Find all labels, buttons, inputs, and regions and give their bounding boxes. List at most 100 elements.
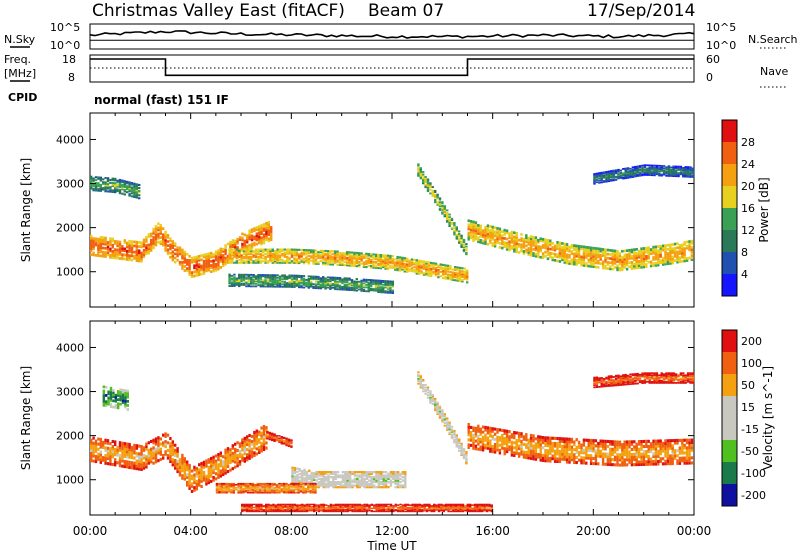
data-cell xyxy=(344,482,347,485)
data-cell xyxy=(636,169,639,172)
data-cell xyxy=(262,235,266,239)
data-cell xyxy=(152,441,155,445)
data-cell xyxy=(126,450,129,454)
data-cell xyxy=(403,258,406,261)
data-cell xyxy=(326,251,330,254)
data-cell xyxy=(312,276,315,279)
data-cell xyxy=(375,486,378,489)
data-cell xyxy=(334,285,337,288)
data-cell xyxy=(434,274,438,277)
data-cell xyxy=(619,169,623,172)
data-cell xyxy=(624,169,627,172)
data-cell xyxy=(230,282,234,285)
data-cell xyxy=(565,259,569,263)
data-cell xyxy=(283,251,286,254)
data-cell xyxy=(317,254,320,257)
data-cell xyxy=(633,264,636,268)
data-cell xyxy=(255,228,258,231)
data-cell xyxy=(605,178,608,181)
data-cell xyxy=(561,252,564,256)
data-cell xyxy=(654,253,658,257)
data-cell xyxy=(667,170,671,173)
data-cell xyxy=(358,484,361,487)
data-cell xyxy=(334,283,337,285)
data-cell xyxy=(288,250,291,253)
data-cell xyxy=(314,259,318,262)
data-cell xyxy=(116,445,119,449)
data-cell xyxy=(220,490,223,493)
data-cell xyxy=(270,238,273,242)
data-cell xyxy=(104,187,107,190)
data-cell xyxy=(493,242,497,246)
data-cell xyxy=(317,472,321,475)
data-cell xyxy=(431,403,434,405)
data-cell xyxy=(422,260,426,263)
data-cell xyxy=(124,397,127,401)
data-cell xyxy=(413,270,416,273)
data-cell xyxy=(380,476,383,479)
data-cell xyxy=(114,463,117,467)
data-cell xyxy=(327,486,330,489)
data-cell xyxy=(114,185,117,188)
data-cell xyxy=(336,256,339,259)
data-cell xyxy=(188,271,191,274)
data-cell xyxy=(130,246,134,249)
data-cell xyxy=(477,236,480,239)
data-cell xyxy=(463,275,466,278)
data-cell xyxy=(317,251,320,254)
data-cell xyxy=(298,253,301,256)
data-cell xyxy=(451,274,454,277)
data-cell xyxy=(434,408,437,410)
data-cell xyxy=(188,261,191,264)
data-cell xyxy=(346,278,349,281)
data-cell xyxy=(631,168,635,171)
data-cell xyxy=(403,263,406,266)
data-cell xyxy=(266,285,270,288)
data-cell xyxy=(278,489,281,492)
data-cell xyxy=(302,280,306,283)
data-cell xyxy=(634,169,637,171)
data-cell xyxy=(690,239,694,243)
data-cell xyxy=(621,260,624,263)
data-cell xyxy=(114,406,117,409)
data-cell xyxy=(660,165,663,167)
data-cell xyxy=(484,225,487,229)
data-cell xyxy=(261,489,264,492)
data-cell xyxy=(259,489,262,492)
data-cell xyxy=(372,280,375,283)
data-cell xyxy=(422,262,426,265)
data-cell xyxy=(350,286,354,289)
data-cell xyxy=(94,454,98,458)
data-cell xyxy=(266,486,269,489)
data-cell xyxy=(384,474,388,477)
data-cell xyxy=(116,256,119,260)
data-cell xyxy=(691,168,695,171)
data-cell xyxy=(374,282,378,284)
data-cell xyxy=(334,286,337,289)
data-cell xyxy=(258,445,261,449)
data-cell xyxy=(689,173,692,176)
data-cell xyxy=(558,260,562,263)
data-cell xyxy=(212,255,215,258)
data-cell xyxy=(266,281,270,284)
data-cell xyxy=(250,282,253,285)
data-cell xyxy=(353,477,357,480)
data-cell xyxy=(401,258,404,261)
data-cell xyxy=(611,253,614,257)
data-cell xyxy=(290,275,294,278)
data-cell xyxy=(94,457,98,461)
data-cell xyxy=(278,261,282,264)
data-cell xyxy=(425,271,428,274)
data-cell xyxy=(97,185,100,188)
data-cell xyxy=(117,402,120,406)
data-cell xyxy=(118,192,122,195)
data-cell xyxy=(135,462,138,466)
data-cell xyxy=(99,188,102,191)
data-cell xyxy=(670,168,673,171)
data-cell xyxy=(626,173,630,176)
data-cell xyxy=(449,275,452,278)
data-cell xyxy=(326,280,330,283)
data-cell xyxy=(281,252,284,255)
data-cell xyxy=(348,252,351,255)
data-cell xyxy=(648,164,651,167)
